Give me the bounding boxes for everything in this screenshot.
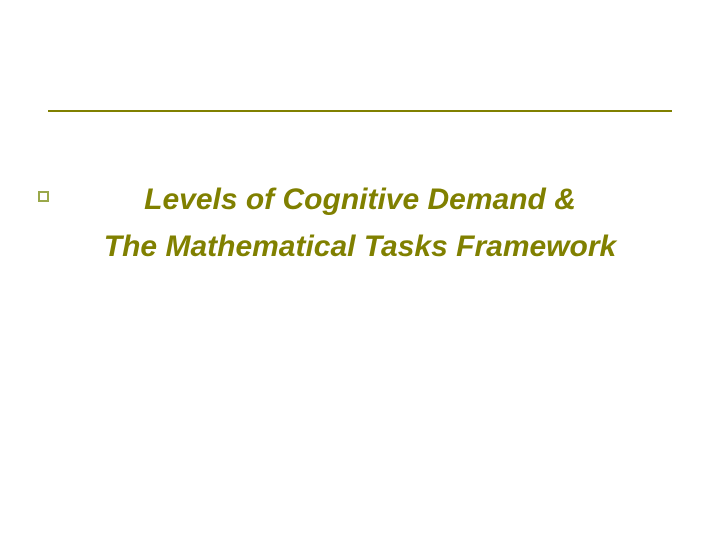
slide-content: Levels of Cognitive Demand & The Mathema… — [60, 180, 660, 267]
title-line-2: The Mathematical Tasks Framework — [60, 227, 660, 268]
bullet-square-icon — [38, 191, 49, 202]
title-line-1: Levels of Cognitive Demand & — [60, 180, 660, 221]
horizontal-divider — [48, 110, 672, 112]
